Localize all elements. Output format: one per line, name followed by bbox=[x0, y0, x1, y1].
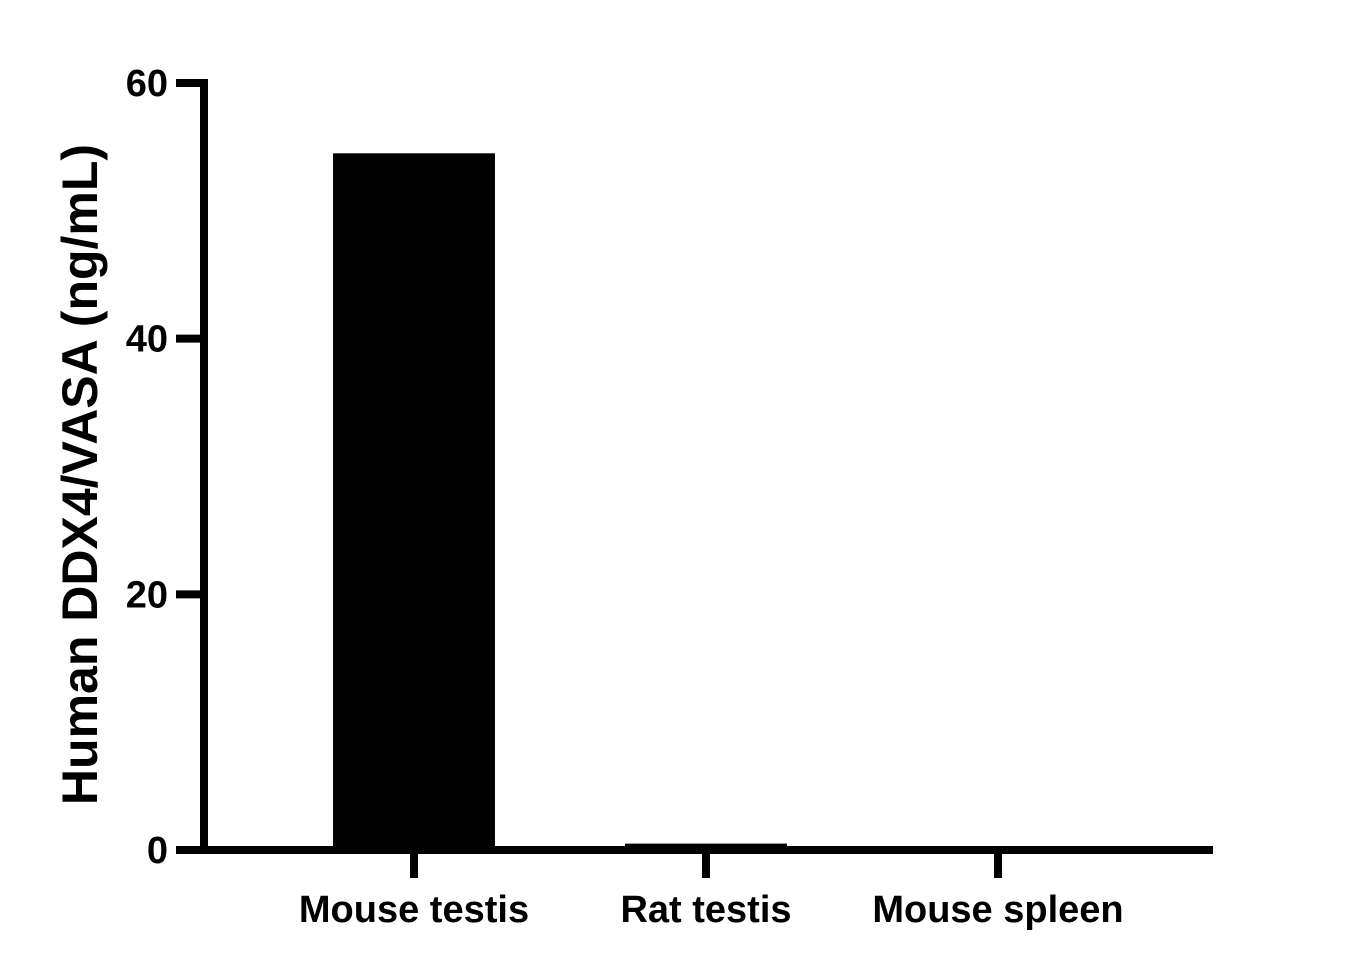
x-tick-label-mouse-testis: Mouse testis bbox=[299, 889, 529, 931]
axes-layer bbox=[176, 79, 1213, 878]
y-tick-label-20: 20 bbox=[126, 574, 168, 616]
bars-layer bbox=[333, 153, 1079, 850]
y-axis-title: Human DDX4/VASA (ng/mL) bbox=[52, 144, 108, 805]
bar-mouse-testis bbox=[333, 153, 495, 850]
labels-layer: 0 20 40 60 Mouse testis Rat testis Mouse splee… bbox=[126, 63, 1124, 931]
x-tick-label-rat-testis: Rat testis bbox=[620, 889, 791, 931]
y-tick-label-60: 60 bbox=[126, 63, 168, 105]
x-tick-label-mouse-spleen: Mouse spleen bbox=[872, 889, 1123, 931]
y-tick-label-40: 40 bbox=[126, 319, 168, 361]
y-tick-label-0: 0 bbox=[147, 830, 168, 872]
